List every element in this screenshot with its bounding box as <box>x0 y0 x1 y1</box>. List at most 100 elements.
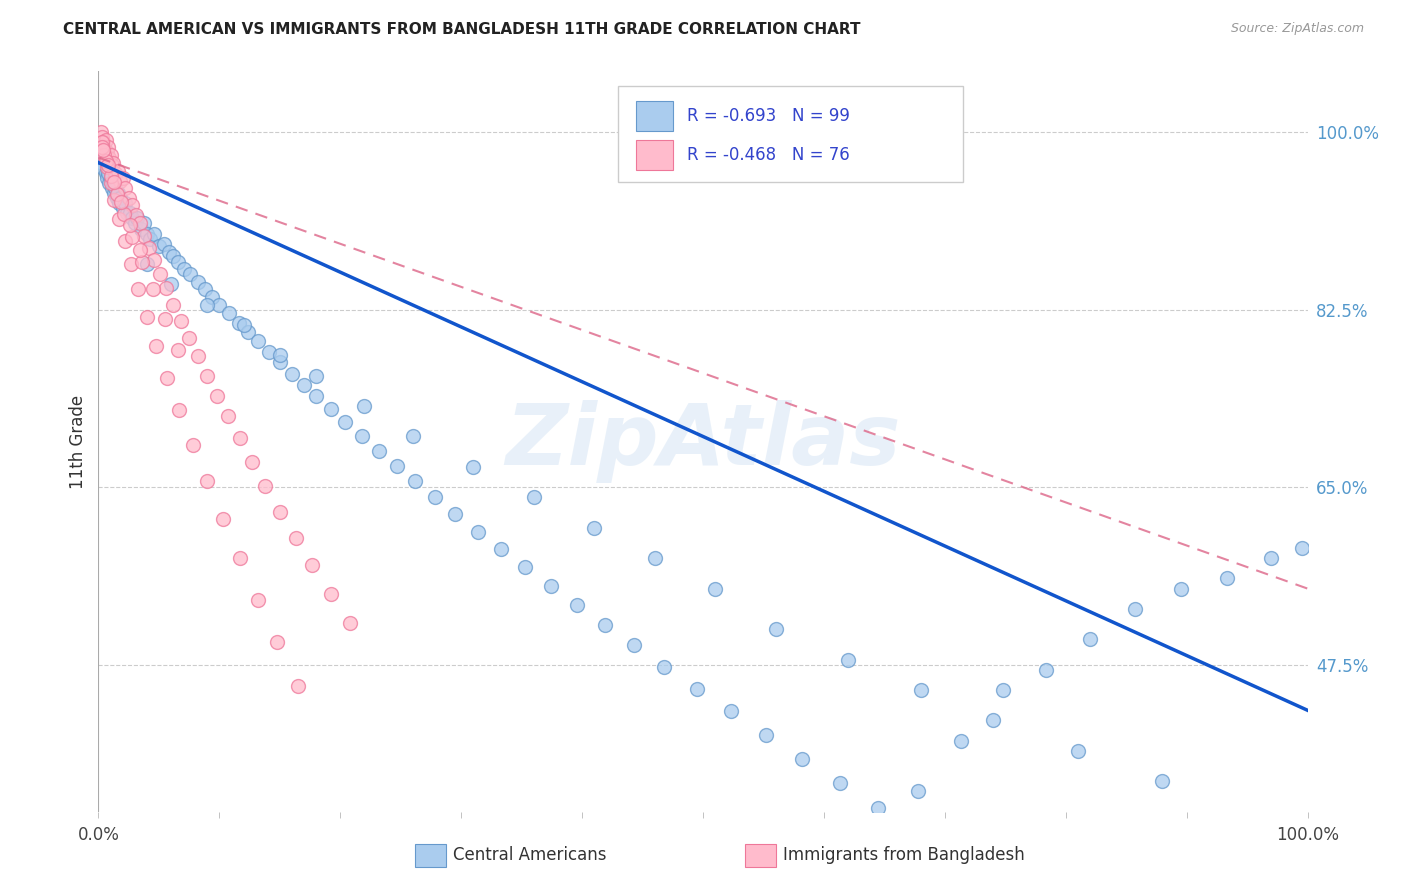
Point <box>583 521 606 535</box>
Text: CENTRAL AMERICAN VS IMMIGRANTS FROM BANGLADESH 11TH GRADE CORRELATION CHART: CENTRAL AMERICAN VS IMMIGRANTS FROM BANG… <box>63 22 860 37</box>
Point <box>720 704 742 718</box>
Text: R = -0.693   N = 99: R = -0.693 N = 99 <box>688 107 851 125</box>
Point <box>181 437 204 451</box>
Point <box>339 616 361 631</box>
Point <box>94 153 117 168</box>
Point <box>100 147 122 161</box>
Point <box>301 558 323 573</box>
Point <box>232 318 254 332</box>
Point <box>139 232 162 246</box>
Point <box>652 659 675 673</box>
Point <box>134 217 156 231</box>
Point <box>97 158 120 172</box>
Point <box>247 592 270 607</box>
Point <box>765 622 787 636</box>
Point <box>167 343 190 358</box>
Point <box>108 196 131 211</box>
Point <box>143 227 166 241</box>
Point <box>981 714 1004 728</box>
Point <box>103 186 125 200</box>
Point <box>128 243 150 257</box>
Point <box>623 639 645 653</box>
Text: ZipAtlas: ZipAtlas <box>505 400 901 483</box>
Point <box>91 136 114 150</box>
Point <box>91 155 114 169</box>
Point <box>907 784 929 798</box>
Point <box>187 275 209 289</box>
Point <box>129 221 152 235</box>
Point <box>103 175 125 189</box>
Point <box>194 282 217 296</box>
Point <box>333 415 356 429</box>
Point <box>1123 602 1146 616</box>
Point <box>169 314 191 328</box>
Point <box>991 683 1014 698</box>
Point <box>201 289 224 303</box>
Point <box>179 331 201 345</box>
Point <box>114 181 136 195</box>
Point <box>157 244 180 259</box>
Point <box>135 310 157 324</box>
Point <box>385 458 408 473</box>
Text: Immigrants from Bangladesh: Immigrants from Bangladesh <box>783 847 1025 864</box>
Point <box>107 163 129 178</box>
Point <box>515 560 537 574</box>
Point <box>218 306 240 320</box>
Point <box>91 140 114 154</box>
Point <box>755 728 778 742</box>
Point <box>205 389 228 403</box>
Point <box>523 491 546 505</box>
Point <box>208 298 231 312</box>
Point <box>94 166 117 180</box>
Point <box>104 166 127 180</box>
Point <box>187 349 209 363</box>
Point <box>868 800 890 814</box>
Point <box>131 255 153 269</box>
Point <box>138 241 160 255</box>
Point <box>108 212 131 227</box>
Point <box>121 211 143 226</box>
Point <box>1260 551 1282 566</box>
Point <box>94 133 117 147</box>
FancyBboxPatch shape <box>637 140 672 169</box>
Point <box>101 176 124 190</box>
Point <box>108 191 131 205</box>
Point <box>463 459 485 474</box>
Point <box>212 511 235 525</box>
Point <box>284 531 307 545</box>
Point <box>350 429 373 443</box>
Point <box>134 228 156 243</box>
Point <box>93 147 115 161</box>
Point <box>120 257 142 271</box>
Point <box>257 345 280 359</box>
Point <box>114 196 136 211</box>
Point <box>128 217 150 231</box>
Point <box>124 217 146 231</box>
Point <box>114 234 136 248</box>
Point <box>1170 582 1192 596</box>
Point <box>949 733 972 747</box>
Point <box>167 255 190 269</box>
Point <box>228 316 250 330</box>
Point <box>1291 541 1313 555</box>
Point <box>104 181 127 195</box>
Point <box>686 681 709 696</box>
Y-axis label: 11th Grade: 11th Grade <box>69 394 87 489</box>
Text: R = -0.468   N = 76: R = -0.468 N = 76 <box>688 146 851 164</box>
Point <box>162 298 184 312</box>
Point <box>100 170 122 185</box>
Point <box>240 455 263 469</box>
Point <box>118 206 141 220</box>
Point <box>160 277 183 292</box>
Point <box>91 130 114 145</box>
Point <box>254 479 277 493</box>
Point <box>287 679 309 693</box>
Point <box>91 161 114 175</box>
Point <box>567 598 589 612</box>
Point <box>156 370 179 384</box>
Point <box>1152 774 1174 789</box>
Point <box>792 752 814 766</box>
Point <box>105 187 128 202</box>
Point <box>142 282 165 296</box>
Point <box>127 211 149 226</box>
